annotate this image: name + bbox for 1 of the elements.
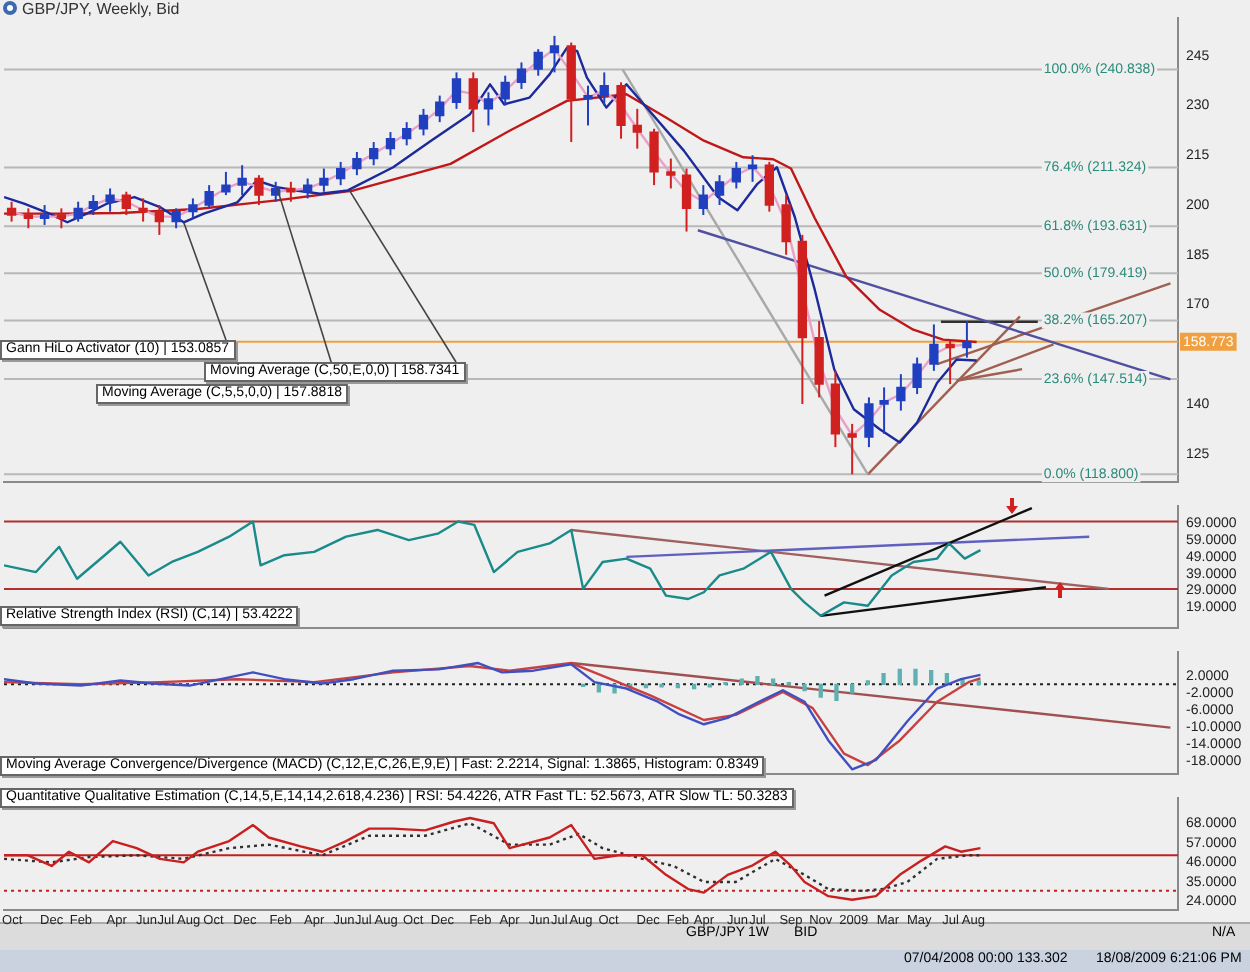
chart-title: GBP/JPY, Weekly, Bid: [22, 0, 180, 18]
